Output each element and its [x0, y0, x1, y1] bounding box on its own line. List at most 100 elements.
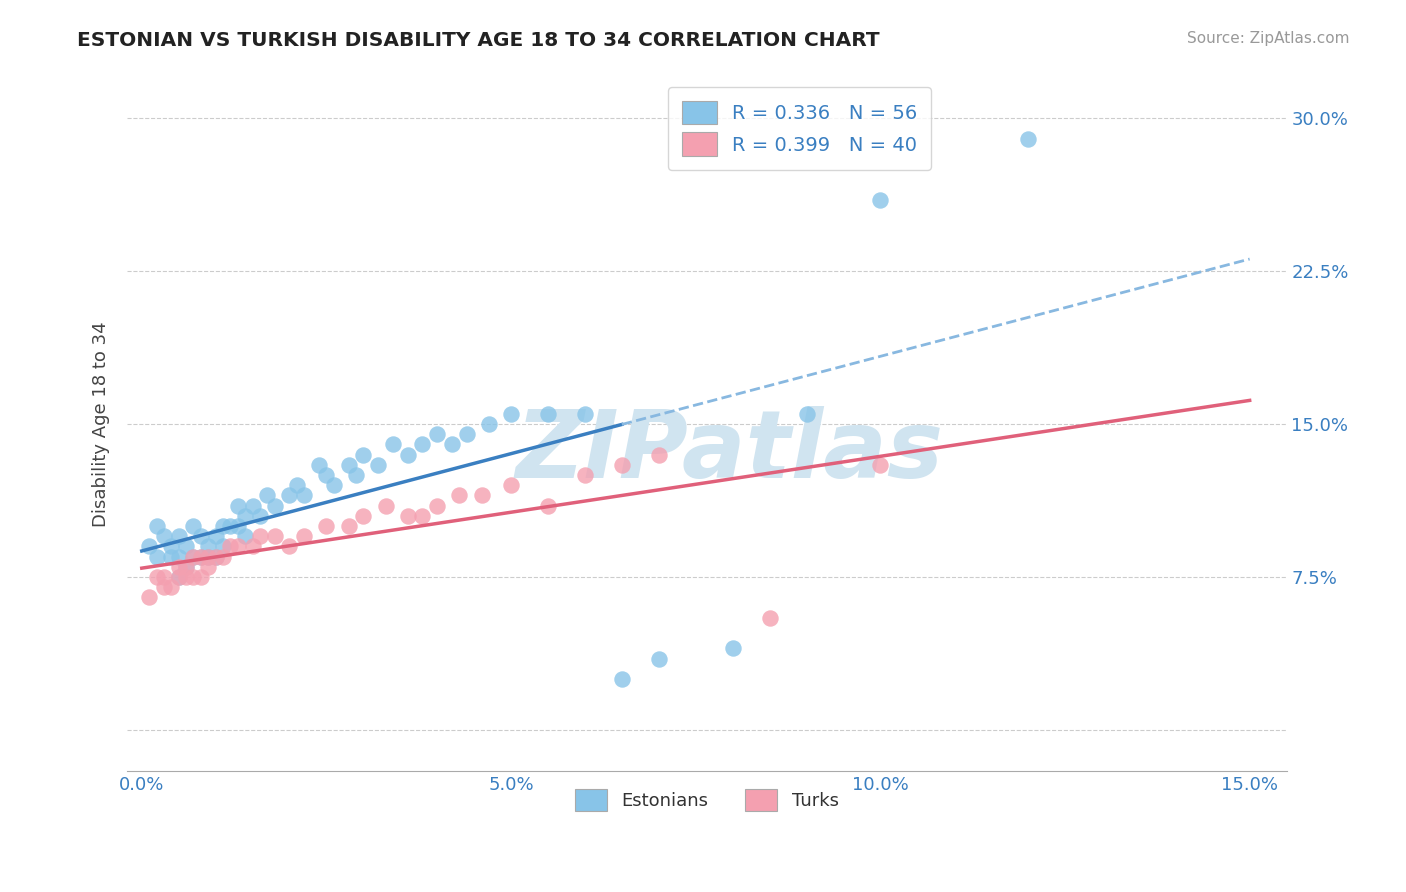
- Point: [1017, 131, 1039, 145]
- Point: [263, 499, 285, 513]
- Point: [381, 437, 404, 451]
- Point: [758, 611, 780, 625]
- Point: [197, 549, 219, 564]
- Point: [219, 519, 242, 533]
- Point: [190, 529, 212, 543]
- Point: [145, 519, 167, 533]
- Point: [190, 549, 212, 564]
- Point: [426, 499, 449, 513]
- Point: [292, 488, 315, 502]
- Point: [352, 508, 374, 523]
- Point: [278, 540, 301, 554]
- Point: [256, 488, 278, 502]
- Point: [204, 549, 226, 564]
- Point: [212, 549, 235, 564]
- Point: [174, 570, 197, 584]
- Point: [426, 427, 449, 442]
- Point: [138, 540, 160, 554]
- Point: [197, 540, 219, 554]
- Point: [285, 478, 308, 492]
- Point: [352, 448, 374, 462]
- Point: [160, 549, 183, 564]
- Point: [167, 529, 190, 543]
- Point: [145, 549, 167, 564]
- Point: [167, 549, 190, 564]
- Point: [278, 488, 301, 502]
- Legend: Estonians, Turks: Estonians, Turks: [562, 777, 852, 824]
- Point: [226, 540, 249, 554]
- Point: [153, 529, 176, 543]
- Point: [456, 427, 478, 442]
- Point: [138, 591, 160, 605]
- Point: [411, 508, 433, 523]
- Point: [183, 519, 205, 533]
- Point: [174, 559, 197, 574]
- Point: [499, 407, 522, 421]
- Point: [337, 519, 360, 533]
- Point: [160, 580, 183, 594]
- Point: [167, 570, 190, 584]
- Point: [648, 651, 671, 665]
- Text: ZIPatlas: ZIPatlas: [516, 406, 943, 498]
- Point: [242, 499, 264, 513]
- Point: [204, 529, 226, 543]
- Point: [183, 549, 205, 564]
- Point: [537, 407, 560, 421]
- Point: [470, 488, 492, 502]
- Point: [219, 540, 242, 554]
- Point: [869, 193, 891, 207]
- Point: [233, 508, 256, 523]
- Point: [411, 437, 433, 451]
- Point: [263, 529, 285, 543]
- Y-axis label: Disability Age 18 to 34: Disability Age 18 to 34: [93, 321, 110, 527]
- Point: [574, 468, 596, 483]
- Point: [796, 407, 818, 421]
- Point: [204, 549, 226, 564]
- Point: [183, 570, 205, 584]
- Point: [249, 508, 271, 523]
- Point: [233, 529, 256, 543]
- Point: [322, 478, 344, 492]
- Point: [190, 549, 212, 564]
- Point: [499, 478, 522, 492]
- Point: [308, 458, 330, 472]
- Point: [367, 458, 389, 472]
- Point: [153, 580, 176, 594]
- Point: [574, 407, 596, 421]
- Point: [721, 641, 744, 656]
- Point: [869, 458, 891, 472]
- Point: [160, 540, 183, 554]
- Text: ESTONIAN VS TURKISH DISABILITY AGE 18 TO 34 CORRELATION CHART: ESTONIAN VS TURKISH DISABILITY AGE 18 TO…: [77, 31, 880, 50]
- Point: [449, 488, 471, 502]
- Point: [145, 570, 167, 584]
- Point: [440, 437, 463, 451]
- Point: [648, 448, 671, 462]
- Point: [226, 519, 249, 533]
- Point: [396, 448, 419, 462]
- Point: [153, 570, 176, 584]
- Point: [197, 559, 219, 574]
- Point: [315, 468, 337, 483]
- Point: [610, 458, 633, 472]
- Point: [226, 499, 249, 513]
- Point: [197, 549, 219, 564]
- Point: [396, 508, 419, 523]
- Point: [212, 519, 235, 533]
- Point: [537, 499, 560, 513]
- Point: [167, 570, 190, 584]
- Point: [315, 519, 337, 533]
- Point: [190, 570, 212, 584]
- Point: [610, 672, 633, 686]
- Point: [167, 559, 190, 574]
- Point: [212, 540, 235, 554]
- Point: [337, 458, 360, 472]
- Point: [344, 468, 367, 483]
- Point: [292, 529, 315, 543]
- Point: [174, 559, 197, 574]
- Text: Source: ZipAtlas.com: Source: ZipAtlas.com: [1187, 31, 1350, 46]
- Point: [183, 549, 205, 564]
- Point: [174, 540, 197, 554]
- Point: [374, 499, 396, 513]
- Point: [478, 417, 501, 431]
- Point: [242, 540, 264, 554]
